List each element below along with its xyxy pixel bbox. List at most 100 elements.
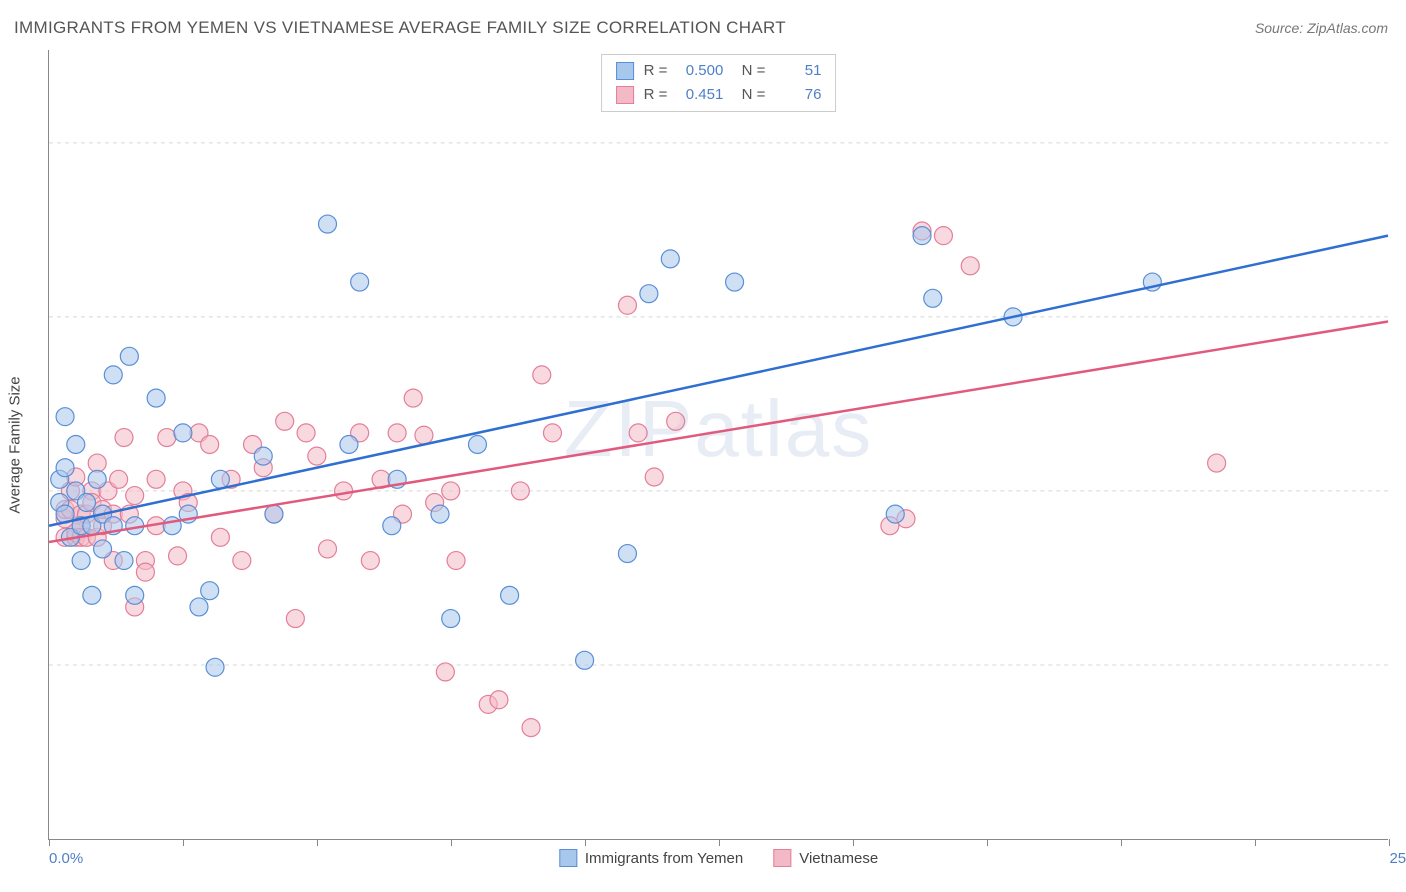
- bottom-legend: Immigrants from Yemen Vietnamese: [559, 849, 878, 867]
- n-value-1: 76: [775, 83, 821, 107]
- data-point: [120, 347, 138, 365]
- r-value-0: 0.500: [677, 59, 723, 83]
- data-point: [361, 552, 379, 570]
- data-point: [67, 436, 85, 454]
- data-point: [201, 436, 219, 454]
- data-point: [72, 552, 90, 570]
- regression-line: [49, 322, 1388, 542]
- data-point: [383, 517, 401, 535]
- legend-label-0: Immigrants from Yemen: [585, 850, 743, 867]
- data-point: [388, 424, 406, 442]
- data-point: [442, 482, 460, 500]
- legend-item-0: Immigrants from Yemen: [559, 849, 743, 867]
- plot-area: Average Family Size ZIPatlas 2.753.504.2…: [48, 50, 1388, 840]
- x-tick: [585, 839, 586, 846]
- x-tick: [49, 839, 50, 846]
- chart-title: IMMIGRANTS FROM YEMEN VS VIETNAMESE AVER…: [14, 18, 786, 38]
- data-point: [618, 296, 636, 314]
- data-point: [436, 663, 454, 681]
- data-point: [126, 586, 144, 604]
- n-label: N =: [733, 83, 765, 107]
- data-point: [158, 429, 176, 447]
- x-tick: [183, 839, 184, 846]
- data-point: [934, 227, 952, 245]
- x-tick: [1255, 839, 1256, 846]
- data-point: [442, 610, 460, 628]
- swatch-series-1: [616, 86, 634, 104]
- x-axis-start-label: 0.0%: [49, 850, 83, 867]
- data-point: [667, 412, 685, 430]
- data-point: [645, 468, 663, 486]
- n-label: N =: [733, 59, 765, 83]
- data-point: [511, 482, 529, 500]
- data-point: [88, 454, 106, 472]
- data-point: [136, 563, 154, 581]
- data-point: [431, 505, 449, 523]
- data-point: [77, 494, 95, 512]
- data-point: [335, 482, 353, 500]
- x-tick: [1389, 839, 1390, 846]
- legend-item-1: Vietnamese: [773, 849, 878, 867]
- legend-label-1: Vietnamese: [799, 850, 878, 867]
- data-point: [640, 285, 658, 303]
- r-value-1: 0.451: [677, 83, 723, 107]
- data-point: [297, 424, 315, 442]
- y-tick-label: 2.75: [1394, 657, 1406, 674]
- chart-svg: [49, 50, 1388, 839]
- data-point: [886, 505, 904, 523]
- data-point: [351, 273, 369, 291]
- r-label: R =: [644, 59, 668, 83]
- y-tick-label: 5.00: [1394, 134, 1406, 151]
- source-attribution: Source: ZipAtlas.com: [1255, 20, 1388, 36]
- data-point: [276, 412, 294, 430]
- data-point: [501, 586, 519, 604]
- data-point: [169, 547, 187, 565]
- n-value-0: 51: [775, 59, 821, 83]
- data-point: [104, 366, 122, 384]
- data-point: [415, 426, 433, 444]
- data-point: [661, 250, 679, 268]
- data-point: [147, 389, 165, 407]
- data-point: [211, 470, 229, 488]
- data-point: [924, 289, 942, 307]
- data-point: [468, 436, 486, 454]
- data-point: [88, 470, 106, 488]
- data-point: [110, 470, 128, 488]
- swatch-series-0: [616, 62, 634, 80]
- data-point: [308, 447, 326, 465]
- data-point: [147, 470, 165, 488]
- data-point: [490, 691, 508, 709]
- data-point: [961, 257, 979, 275]
- correlation-stats-box: R = 0.500 N = 51 R = 0.451 N = 76: [601, 54, 837, 112]
- data-point: [629, 424, 647, 442]
- data-point: [286, 610, 304, 628]
- data-point: [233, 552, 251, 570]
- legend-swatch-0: [559, 849, 577, 867]
- y-tick-label: 3.50: [1394, 483, 1406, 500]
- stats-row-series-0: R = 0.500 N = 51: [616, 59, 822, 83]
- x-tick: [719, 839, 720, 846]
- data-point: [94, 540, 112, 558]
- data-point: [190, 598, 208, 616]
- data-point: [211, 528, 229, 546]
- data-point: [576, 651, 594, 669]
- data-point: [115, 552, 133, 570]
- data-point: [126, 487, 144, 505]
- r-label: R =: [644, 83, 668, 107]
- x-tick: [987, 839, 988, 846]
- data-point: [83, 586, 101, 604]
- data-point: [319, 215, 337, 233]
- data-point: [447, 552, 465, 570]
- regression-line: [49, 236, 1388, 526]
- x-tick: [1121, 839, 1122, 846]
- legend-swatch-1: [773, 849, 791, 867]
- data-point: [543, 424, 561, 442]
- data-point: [340, 436, 358, 454]
- x-axis-end-label: 25.0%: [1389, 850, 1406, 867]
- data-point: [265, 505, 283, 523]
- data-point: [56, 408, 74, 426]
- data-point: [533, 366, 551, 384]
- data-point: [254, 447, 272, 465]
- data-point: [206, 658, 224, 676]
- data-point: [174, 424, 192, 442]
